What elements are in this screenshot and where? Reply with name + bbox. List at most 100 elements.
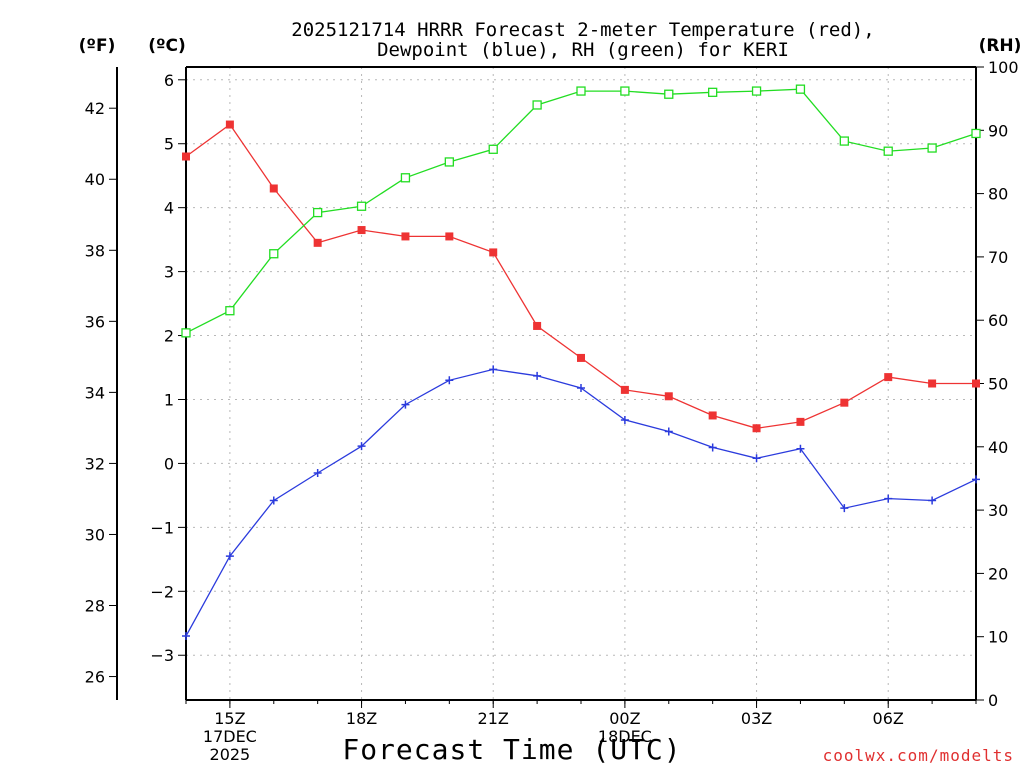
dewpoint-point (620, 415, 629, 424)
temperature-point (357, 226, 366, 235)
celsius-tick-label: 0 (164, 454, 174, 473)
dewpoint-point (401, 400, 410, 409)
rh-point (839, 136, 849, 146)
rh-tick-label: 30 (988, 501, 1008, 520)
dewpoint-point (225, 552, 234, 561)
celsius-tick-label: −2 (150, 582, 174, 601)
rh-point (313, 207, 323, 218)
x-tick-label: 18Z (346, 709, 377, 728)
celsius-tick-label: 1 (164, 390, 174, 409)
rh-point (751, 86, 762, 96)
dewpoint-point (752, 454, 761, 463)
tick-labels: −3−2−10123456262830323436384042010203040… (85, 58, 1019, 764)
chart-title-line-2: Dewpoint (blue), RH (green) for KERI (377, 39, 789, 61)
x-tick-label: 21Z (478, 709, 509, 728)
chart-title-line-1: 2025121714 HRRR Forecast 2-meter Tempera… (291, 19, 874, 41)
dewpoint-point (972, 475, 980, 484)
rh-point (181, 328, 191, 338)
rh-tick-label: 100 (988, 58, 1019, 77)
temperature-point (182, 152, 190, 161)
fahrenheit-tick-label: 28 (85, 597, 105, 616)
rh-tick-label: 10 (988, 628, 1008, 647)
x-tick-label: 15Z (214, 709, 245, 728)
rh-point (400, 173, 411, 183)
rh-tick-label: 80 (988, 185, 1008, 204)
rh-tick-label: 40 (988, 438, 1008, 457)
celsius-tick-label: −1 (150, 518, 174, 537)
x-axis-label: Forecast Time (UTC) (342, 733, 681, 766)
temperature-point (708, 411, 717, 420)
temperature-point (840, 398, 849, 407)
dewpoint-line (185, 368, 977, 637)
temperature-point (796, 417, 805, 426)
fahrenheit-tick-label: 42 (85, 99, 105, 118)
rh-point (225, 306, 235, 316)
x-tick-label: 17DEC (203, 727, 257, 746)
temperature-point (445, 232, 454, 241)
fahrenheit-tick-label: 40 (85, 170, 105, 189)
rh-point (795, 84, 806, 94)
dewpoint-point (928, 496, 937, 505)
rh-point (883, 146, 893, 156)
celsius-unit-label: (ºC) (148, 36, 186, 56)
celsius-tick-label: 6 (164, 71, 174, 90)
temperature-point (972, 379, 980, 388)
fahrenheit-tick-label: 38 (85, 241, 105, 260)
grid-lines (186, 67, 976, 700)
x-tick-label: 00Z (609, 709, 640, 728)
temperature-line (185, 123, 976, 429)
rh-point (356, 201, 367, 211)
rh-tick-label: 90 (988, 121, 1008, 140)
rh-point (927, 143, 937, 153)
rh-point (971, 128, 981, 139)
x-tick-label: 18DEC (598, 727, 652, 746)
dewpoint-point (840, 504, 849, 513)
dewpoint-point (313, 469, 322, 478)
temperature-point (752, 424, 761, 433)
temperature-point (489, 248, 498, 257)
temperature-point (269, 184, 278, 193)
rh-unit-label: (RH) (979, 36, 1022, 56)
celsius-tick-label: 4 (164, 199, 174, 218)
chart-axes (116, 66, 977, 701)
x-tick-label: 06Z (873, 709, 904, 728)
fahrenheit-tick-label: 30 (85, 525, 105, 544)
rh-line (185, 88, 977, 334)
temperature-point (577, 353, 585, 362)
rh-tick-label: 60 (988, 311, 1008, 330)
rh-point (488, 144, 498, 154)
data-series (181, 84, 981, 641)
rh-point (576, 86, 586, 96)
rh-point (708, 87, 718, 97)
dewpoint-point (884, 494, 893, 503)
temperature-point (533, 321, 542, 330)
dewpoint-point (269, 496, 278, 505)
celsius-tick-label: 2 (164, 327, 174, 346)
dewpoint-point (357, 442, 366, 451)
rh-point (444, 157, 454, 167)
celsius-tick-label: −3 (150, 646, 174, 665)
fahrenheit-tick-label: 36 (85, 312, 105, 331)
rh-point (664, 89, 674, 99)
rh-point (269, 249, 279, 259)
rh-tick-label: 0 (988, 691, 998, 710)
rh-tick-label: 20 (988, 564, 1008, 583)
dewpoint-point (182, 632, 190, 641)
celsius-tick-label: 3 (164, 263, 174, 282)
temperature-point (928, 379, 937, 388)
temperature-point (664, 392, 673, 401)
temperature-point (620, 385, 629, 394)
temperature-point (225, 120, 234, 129)
temperature-point (884, 373, 893, 382)
fahrenheit-tick-label: 26 (85, 668, 105, 687)
dewpoint-point (708, 443, 717, 452)
site-watermark: coolwx.com/modelts (823, 746, 1014, 765)
rh-tick-label: 50 (988, 375, 1008, 394)
fahrenheit-unit-label: (ºF) (79, 36, 116, 56)
dewpoint-point (796, 444, 805, 453)
temperature-point (313, 238, 322, 247)
dewpoint-point (445, 376, 454, 385)
rh-point (532, 100, 542, 110)
x-tick-label: 2025 (210, 745, 251, 764)
